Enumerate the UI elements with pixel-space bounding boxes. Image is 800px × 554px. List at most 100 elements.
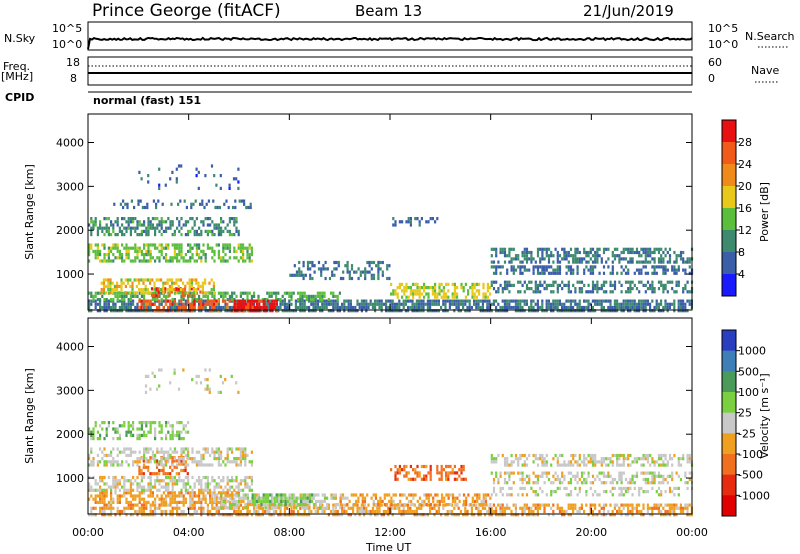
data-cell bbox=[310, 302, 313, 306]
data-cell bbox=[151, 223, 154, 227]
data-cell bbox=[528, 268, 531, 272]
data-cell bbox=[334, 305, 337, 310]
data-cell bbox=[158, 482, 161, 486]
data-cell bbox=[209, 217, 212, 221]
data-cell bbox=[155, 205, 158, 210]
data-cell bbox=[215, 509, 218, 514]
data-cell bbox=[103, 494, 106, 498]
data-cell bbox=[536, 463, 540, 467]
data-cell bbox=[335, 267, 338, 271]
data-cell bbox=[131, 284, 134, 288]
data-cell bbox=[112, 479, 115, 483]
data-cell bbox=[94, 506, 97, 510]
data-cell bbox=[677, 280, 680, 284]
data-cell bbox=[416, 499, 419, 503]
data-cell bbox=[308, 496, 311, 500]
data-cell bbox=[99, 494, 102, 498]
data-cell bbox=[574, 302, 577, 306]
data-cell bbox=[319, 291, 322, 295]
data-cell bbox=[178, 249, 181, 253]
data-cell bbox=[567, 305, 570, 310]
data-cell bbox=[569, 503, 572, 507]
data-cell bbox=[510, 305, 513, 310]
data-cell bbox=[514, 268, 518, 272]
data-cell bbox=[346, 264, 349, 268]
data-cell bbox=[442, 309, 445, 313]
data-cell bbox=[178, 433, 181, 437]
data-cell bbox=[211, 450, 214, 454]
data-cell bbox=[567, 265, 570, 269]
data-cell bbox=[609, 309, 612, 313]
data-cell bbox=[596, 302, 599, 306]
data-cell bbox=[301, 305, 304, 310]
data-cell bbox=[576, 247, 579, 251]
data-cell bbox=[547, 283, 551, 287]
data-cell bbox=[422, 299, 425, 303]
data-cell bbox=[657, 302, 660, 306]
data-cell bbox=[328, 276, 332, 281]
data-cell bbox=[171, 223, 174, 227]
data-cell bbox=[616, 247, 619, 251]
data-cell bbox=[616, 309, 619, 313]
data-cell bbox=[213, 233, 216, 237]
data-cell bbox=[370, 273, 373, 277]
data-cell bbox=[646, 250, 650, 255]
data-cell bbox=[684, 260, 687, 264]
data-cell bbox=[134, 256, 137, 260]
data-cell bbox=[416, 282, 419, 286]
data-cell bbox=[121, 485, 124, 489]
data-cell bbox=[519, 260, 522, 264]
data-cell bbox=[536, 299, 539, 303]
data-cell bbox=[404, 302, 407, 306]
data-cell bbox=[136, 226, 139, 230]
data-cell bbox=[356, 309, 359, 313]
data-cell bbox=[235, 177, 238, 181]
data-cell bbox=[409, 464, 412, 469]
data-cell bbox=[182, 302, 185, 306]
data-cell bbox=[587, 305, 590, 310]
data-cell bbox=[147, 468, 150, 473]
data-cell bbox=[217, 226, 220, 230]
data-cell bbox=[96, 437, 99, 441]
data-cell bbox=[640, 247, 643, 251]
data-cell bbox=[164, 287, 167, 291]
data-cell bbox=[410, 503, 413, 507]
data-cell bbox=[127, 291, 130, 295]
data-cell bbox=[651, 287, 654, 291]
data-cell bbox=[492, 503, 495, 507]
data-cell bbox=[134, 294, 137, 298]
data-cell bbox=[558, 271, 562, 275]
data-cell bbox=[666, 503, 669, 507]
data-cell bbox=[142, 472, 145, 476]
data-cell bbox=[517, 309, 520, 313]
data-cell bbox=[173, 500, 176, 504]
data-cell bbox=[162, 503, 165, 507]
data-cell bbox=[88, 302, 91, 306]
data-cell bbox=[545, 283, 548, 287]
data-cell bbox=[629, 503, 632, 507]
data-cell bbox=[368, 260, 371, 265]
data-cell bbox=[547, 247, 551, 251]
data-cell bbox=[479, 305, 482, 310]
data-cell bbox=[147, 430, 150, 434]
data-cell bbox=[107, 506, 110, 510]
beam-title: Beam 13 bbox=[355, 2, 422, 20]
data-cell bbox=[569, 463, 573, 467]
data-cell bbox=[666, 302, 669, 306]
data-cell bbox=[96, 482, 99, 486]
data-cell bbox=[677, 457, 680, 461]
data-cell bbox=[448, 305, 451, 310]
nsky-right-tick-top: 10^5 bbox=[708, 22, 738, 35]
data-cell bbox=[333, 267, 336, 271]
data-cell bbox=[635, 247, 639, 251]
data-cell bbox=[646, 506, 649, 510]
data-cell bbox=[438, 499, 441, 503]
data-cell bbox=[523, 247, 526, 251]
data-cell bbox=[193, 509, 196, 514]
data-cell bbox=[688, 299, 691, 303]
data-cell bbox=[193, 457, 196, 461]
data-cell bbox=[180, 459, 183, 463]
data-cell bbox=[160, 427, 163, 431]
data-cell bbox=[303, 302, 306, 306]
data-cell bbox=[415, 299, 418, 303]
